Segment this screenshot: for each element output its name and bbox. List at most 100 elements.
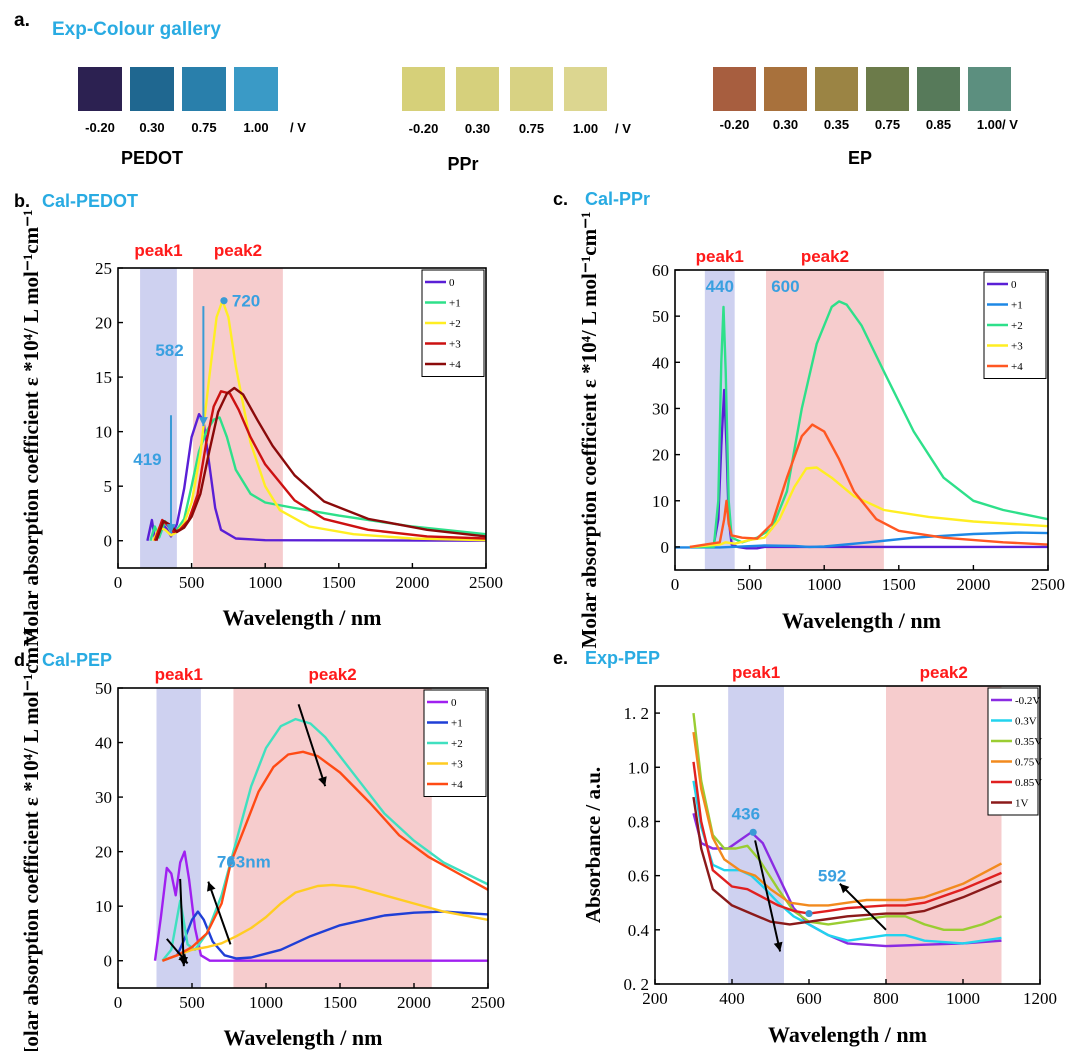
y-tick-label: 1.0 bbox=[628, 758, 649, 777]
peak-label: peak2 bbox=[308, 665, 356, 684]
colour-swatch bbox=[713, 67, 756, 111]
panel-title: Cal-PPr bbox=[585, 189, 650, 209]
arrow-head bbox=[318, 776, 327, 787]
peak-annotation: 436 bbox=[732, 804, 760, 823]
arrow-head bbox=[773, 941, 783, 952]
x-axis-label: Wavelength / nm bbox=[224, 1025, 383, 1050]
y-tick-label: 40 bbox=[95, 734, 112, 753]
peak-label: peak1 bbox=[696, 247, 744, 266]
arrow-head bbox=[198, 417, 208, 427]
series-line bbox=[692, 796, 1002, 926]
arrow-head bbox=[207, 881, 216, 892]
legend-label: -0.2V bbox=[1015, 695, 1040, 707]
peak-label: peak2 bbox=[920, 663, 968, 682]
series-line bbox=[689, 466, 1048, 549]
legend-label: 0.35V bbox=[1015, 736, 1042, 748]
y-tick-label: 0 bbox=[104, 952, 113, 971]
peak-band bbox=[156, 688, 201, 988]
x-tick-label: 1500 bbox=[322, 573, 356, 592]
peak-band bbox=[233, 688, 432, 988]
potential-label: 0.75 bbox=[875, 117, 900, 132]
y-tick-label: 0.8 bbox=[628, 812, 649, 831]
x-tick-label: 500 bbox=[179, 993, 205, 1012]
colour-swatch bbox=[764, 67, 807, 111]
panel-a-letter: a. bbox=[14, 10, 30, 31]
y-axis-label: Molar absorption coefficient ε *10⁴/ L m… bbox=[577, 212, 601, 649]
x-tick-label: 0 bbox=[114, 573, 123, 592]
series-line bbox=[153, 850, 488, 962]
legend-label: +2 bbox=[451, 738, 463, 750]
legend-label: 0 bbox=[451, 697, 457, 709]
y-tick-label: 0. 2 bbox=[624, 975, 650, 994]
annotation-arrow bbox=[754, 840, 782, 952]
peak-marker bbox=[227, 857, 235, 866]
peak-marker bbox=[220, 297, 228, 305]
peak-label: peak1 bbox=[134, 241, 182, 260]
colour-swatch bbox=[510, 67, 553, 111]
legend-label: +4 bbox=[1011, 361, 1023, 373]
x-tick-label: 0 bbox=[671, 575, 680, 594]
colour-swatch bbox=[456, 67, 499, 111]
series-group bbox=[153, 717, 488, 962]
peak-label: peak2 bbox=[801, 247, 849, 266]
arrow-head bbox=[839, 883, 850, 894]
legend-label: +3 bbox=[449, 339, 461, 351]
legend-label: 0.3V bbox=[1015, 716, 1037, 728]
x-tick-label: 1500 bbox=[882, 575, 916, 594]
potential-label: 0.30 bbox=[139, 120, 164, 135]
y-tick-label: 30 bbox=[95, 788, 112, 807]
y-tick-label: 60 bbox=[652, 261, 669, 280]
peak-marker bbox=[749, 828, 757, 836]
colour-swatch bbox=[564, 67, 607, 111]
x-tick-label: 1000 bbox=[946, 989, 980, 1008]
series-line bbox=[692, 761, 1002, 915]
x-tick-label: 500 bbox=[737, 575, 763, 594]
x-tick-label: 500 bbox=[179, 573, 205, 592]
peak-label: peak1 bbox=[155, 665, 203, 684]
arrow-head bbox=[178, 953, 188, 964]
panel-title: Cal-PEP bbox=[42, 650, 112, 670]
potential-label: 0.85 bbox=[926, 117, 951, 132]
panel-letter: c. bbox=[553, 189, 568, 209]
polymer-name: EP bbox=[848, 148, 872, 168]
y-tick-label: 50 bbox=[95, 679, 112, 698]
plot-frame bbox=[117, 687, 489, 989]
y-tick-label: 10 bbox=[95, 423, 112, 442]
y-tick-label: 25 bbox=[95, 259, 112, 278]
colour-swatch bbox=[866, 67, 909, 111]
y-tick-label: 0.4 bbox=[628, 921, 650, 940]
series-line bbox=[161, 750, 488, 962]
legend-label: 1V bbox=[1015, 798, 1029, 810]
potential-unit: / V bbox=[615, 121, 631, 136]
potential-label: 0.75 bbox=[519, 121, 544, 136]
series-line bbox=[152, 299, 486, 542]
potential-label: 1.00 bbox=[573, 121, 598, 136]
legend-label: +4 bbox=[449, 359, 461, 371]
legend: -0.2V 0.3V 0.35V 0.75V 0.85V 1V bbox=[987, 687, 1042, 816]
y-tick-label: 0 bbox=[104, 532, 113, 551]
series-line bbox=[153, 390, 486, 542]
y-axis-label: Molar absorption coefficient ε *10⁴/ L m… bbox=[19, 210, 43, 647]
colour-swatch bbox=[968, 67, 1011, 111]
potential-label: 0.75 bbox=[191, 120, 216, 135]
legend-label: +2 bbox=[449, 318, 461, 330]
potential-label: 0.30 bbox=[465, 121, 490, 136]
panel-letter: d. bbox=[14, 650, 30, 670]
legend-label: +3 bbox=[451, 759, 463, 771]
x-tick-label: 2000 bbox=[397, 993, 431, 1012]
potential-label: -0.20 bbox=[720, 117, 750, 132]
series-line bbox=[689, 300, 1048, 549]
potential-unit: / V bbox=[290, 120, 306, 135]
x-tick-label: 1000 bbox=[807, 575, 841, 594]
potential-label: 0.35 bbox=[824, 117, 849, 132]
peak-marker bbox=[805, 909, 813, 918]
legend-label: +1 bbox=[449, 298, 461, 310]
series-line bbox=[692, 780, 1002, 945]
potential-label: 0.30 bbox=[773, 117, 798, 132]
series-group bbox=[146, 299, 486, 542]
peak-band bbox=[766, 270, 884, 570]
x-axis-label: Wavelength / nm bbox=[223, 605, 382, 630]
